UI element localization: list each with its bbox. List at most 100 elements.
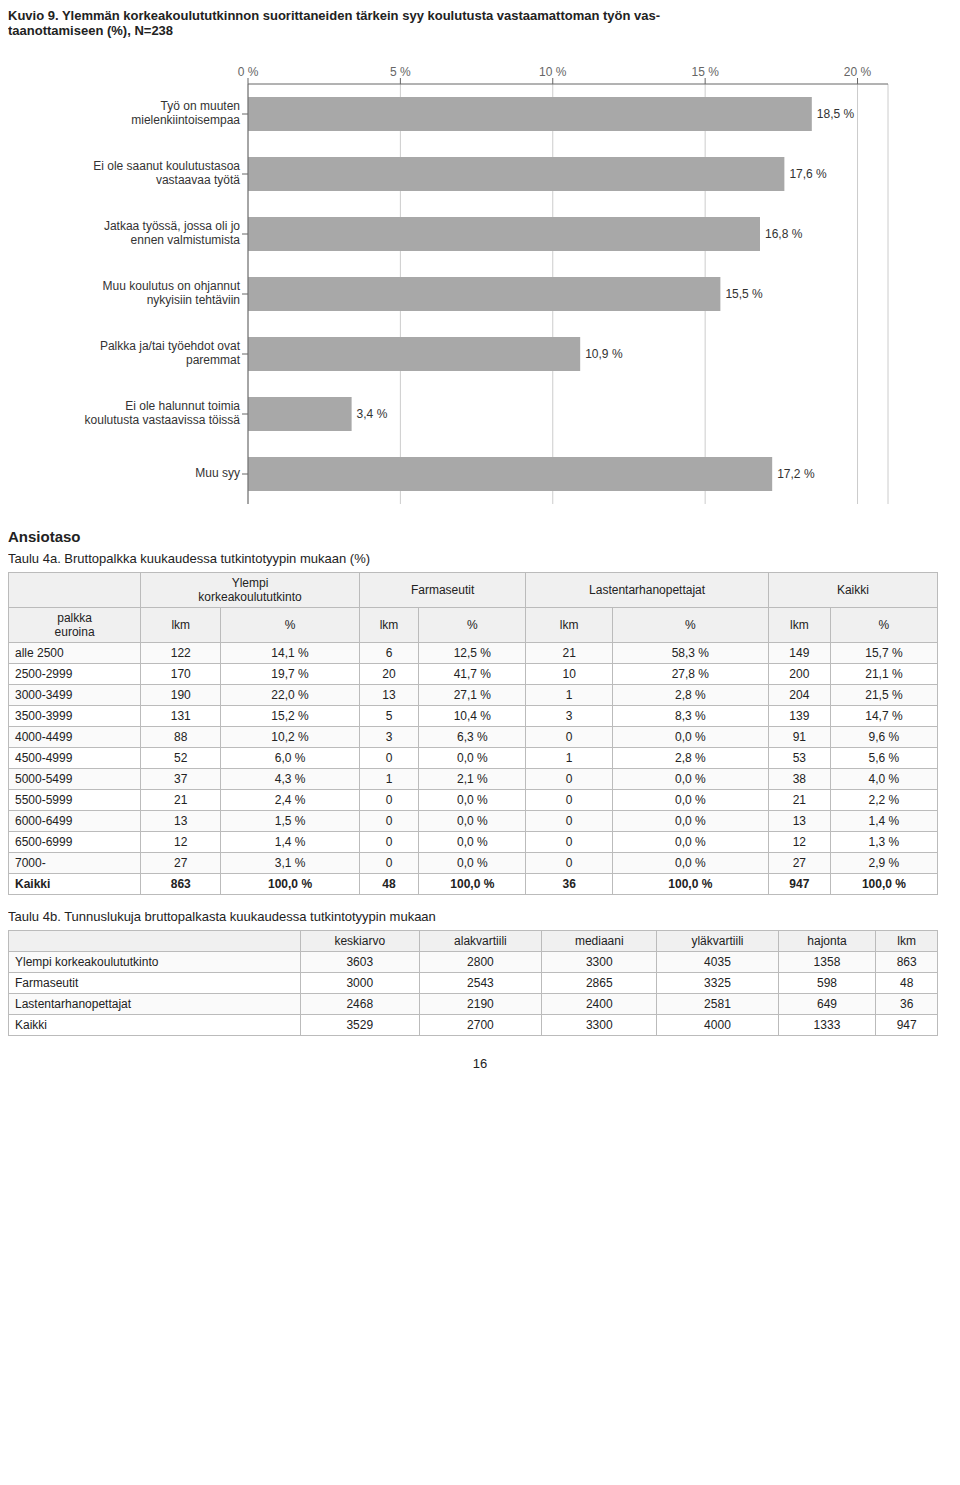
svg-text:Palkka ja/tai työehdot ovatpar: Palkka ja/tai työehdot ovatparemmat — [100, 339, 241, 367]
html-text:14,1 %: 14,1 % — [271, 646, 309, 660]
svg-text:Muu koulutus on ohjannutnykyis: Muu koulutus on ohjannutnykyisiin tehtäv… — [103, 279, 241, 307]
html-text:19,7 %: 19,7 % — [271, 667, 309, 681]
html-text:20: 20 — [382, 667, 396, 681]
html-text:lkm: lkm — [559, 618, 579, 632]
html-text:37: 37 — [174, 772, 188, 786]
html-text:4,0 %: 4,0 % — [868, 772, 900, 786]
html-text:lkm: lkm — [171, 618, 191, 632]
html-text:53: 53 — [792, 751, 806, 765]
svg-text:15,5 %: 15,5 % — [725, 287, 763, 301]
html-text:12,5 %: 12,5 % — [453, 646, 491, 660]
html-text:2,1 %: 2,1 % — [457, 772, 488, 786]
html-text:4,3 %: 4,3 % — [274, 772, 306, 786]
html-text:6,3 %: 6,3 % — [457, 730, 488, 744]
html-text:13: 13 — [382, 688, 396, 702]
html-text:9,6 %: 9,6 % — [868, 730, 900, 744]
html-text:27,1 %: 27,1 % — [453, 688, 491, 702]
html-text:Taulu 4b. Tunnuslukuja bruttop: Taulu 4b. Tunnuslukuja bruttopalkasta ku… — [8, 909, 436, 924]
html-text:6000-6499: 6000-6499 — [15, 814, 73, 828]
html-text:2,4 %: 2,4 % — [274, 793, 306, 807]
html-text:Lastentarhanopettajat: Lastentarhanopettajat — [589, 583, 706, 597]
html-text:200: 200 — [789, 667, 810, 681]
html-text:8,3 %: 8,3 % — [675, 709, 706, 723]
html-text:52: 52 — [174, 751, 188, 765]
html-text:6,0 %: 6,0 % — [274, 751, 306, 765]
html-text:0,0 %: 0,0 % — [675, 793, 706, 807]
html-text:27,8 %: 27,8 % — [671, 667, 709, 681]
svg-text:0 %: 0 % — [238, 65, 259, 79]
html-text:Farmaseutit: Farmaseutit — [410, 583, 475, 597]
html-text:0,0 %: 0,0 % — [675, 730, 706, 744]
html-text:21: 21 — [174, 793, 188, 807]
svg-text:16,8 %: 16,8 % — [765, 227, 803, 241]
html-text:Kuvio 9. Ylemmän korkeakoulutu: Kuvio 9. Ylemmän korkeakoulututkinnon su… — [8, 8, 661, 23]
html-text:149: 149 — [789, 646, 810, 660]
html-text:58,3 %: 58,3 % — [671, 646, 709, 660]
html-text:2,8 %: 2,8 % — [675, 688, 706, 702]
html-text:14,7 %: 14,7 % — [865, 709, 903, 723]
html-text:Taulu 4a. Bruttopalkka kuukaud: Taulu 4a. Bruttopalkka kuukaudessa tutki… — [8, 551, 370, 566]
html-text:139: 139 — [789, 709, 810, 723]
html-text:38: 38 — [792, 772, 806, 786]
html-text:22,0 %: 22,0 % — [271, 688, 309, 702]
svg-text:Muu syy: Muu syy — [195, 466, 240, 480]
html-text:41,7 %: 41,7 % — [453, 667, 491, 681]
html-text:10,2 %: 10,2 % — [271, 730, 309, 744]
svg-text:Työ on muutenmielenkiintoisemp: Työ on muutenmielenkiintoisempaa — [131, 99, 240, 127]
html-text:5000-5499: 5000-5499 — [15, 772, 73, 786]
html-text:taanottamiseen (%), N=238: taanottamiseen (%), N=238 — [8, 23, 174, 38]
html-text:10: 10 — [562, 667, 576, 681]
html-text:2500-2999: 2500-2999 — [15, 667, 73, 681]
svg-text:15 %: 15 % — [691, 65, 719, 79]
svg-text:18,5 %: 18,5 % — [817, 107, 855, 121]
svg-text:10 %: 10 % — [539, 65, 567, 79]
html-text:21: 21 — [792, 793, 806, 807]
html-text:lkm: lkm — [379, 618, 399, 632]
html-text:204: 204 — [789, 688, 810, 702]
html-text:2,8 %: 2,8 % — [675, 751, 706, 765]
html-text:0,0 %: 0,0 % — [675, 772, 706, 786]
html-text:0,0 %: 0,0 % — [457, 751, 488, 765]
html-text:170: 170 — [170, 667, 191, 681]
html-text:Ansiotaso: Ansiotaso — [8, 528, 81, 545]
html-text:euroina: euroina — [54, 625, 95, 639]
html-text:15,7 %: 15,7 % — [865, 646, 903, 660]
html-text:15,2 %: 15,2 % — [271, 709, 309, 723]
html-text:5500-5999: 5500-5999 — [15, 793, 73, 807]
html-text:5,6 %: 5,6 % — [868, 751, 900, 765]
svg-text:Jatkaa työssä, jossa oli joenn: Jatkaa työssä, jossa oli joennen valmist… — [104, 219, 240, 247]
html-text:Ylempi: Ylempi — [231, 576, 269, 590]
html-text:3500-3999: 3500-3999 — [15, 709, 73, 723]
html-text:190: 190 — [170, 688, 191, 702]
html-text:0,0 %: 0,0 % — [457, 793, 488, 807]
html-text:131: 131 — [170, 709, 191, 723]
html-text:alle 2500: alle 2500 — [15, 646, 64, 660]
html-text:10,4 %: 10,4 % — [453, 709, 491, 723]
html-text:2,2 %: 2,2 % — [868, 793, 900, 807]
html-text:88: 88 — [174, 730, 188, 744]
html-text:21: 21 — [562, 646, 576, 660]
html-text:0,0 %: 0,0 % — [457, 814, 488, 828]
html-text:korkeakoulututkinto: korkeakoulututkinto — [198, 590, 302, 604]
svg-text:20 %: 20 % — [844, 65, 872, 79]
svg-text:17,6 %: 17,6 % — [789, 167, 827, 181]
svg-text:10,9 %: 10,9 % — [585, 347, 623, 361]
html-text:13: 13 — [174, 814, 188, 828]
html-text:palkka: palkka — [57, 611, 92, 625]
svg-text:5 %: 5 % — [390, 65, 411, 79]
html-text:Kaikki: Kaikki — [836, 583, 869, 597]
svg-text:3,4 %: 3,4 % — [357, 407, 388, 421]
html-text:91: 91 — [792, 730, 806, 744]
html-text:21,1 %: 21,1 % — [865, 667, 903, 681]
html-text:4500-4999: 4500-4999 — [15, 751, 73, 765]
html-text:4000-4499: 4000-4499 — [15, 730, 73, 744]
svg-text:Ei ole saanut koulutustasoavas: Ei ole saanut koulutustasoavastaavaa työ… — [93, 159, 240, 187]
svg-text:17,2 %: 17,2 % — [777, 467, 815, 481]
html-text:16: 16 — [472, 1056, 488, 1071]
html-text:1,5 %: 1,5 % — [274, 814, 306, 828]
html-text:3000-3499: 3000-3499 — [15, 688, 73, 702]
html-text:122: 122 — [170, 646, 191, 660]
svg-text:Ei ole halunnut toimiakoulutus: Ei ole halunnut toimiakoulutusta vastaav… — [85, 399, 241, 427]
html-text:lkm: lkm — [790, 618, 809, 632]
html-text:21,5 %: 21,5 % — [865, 688, 903, 702]
